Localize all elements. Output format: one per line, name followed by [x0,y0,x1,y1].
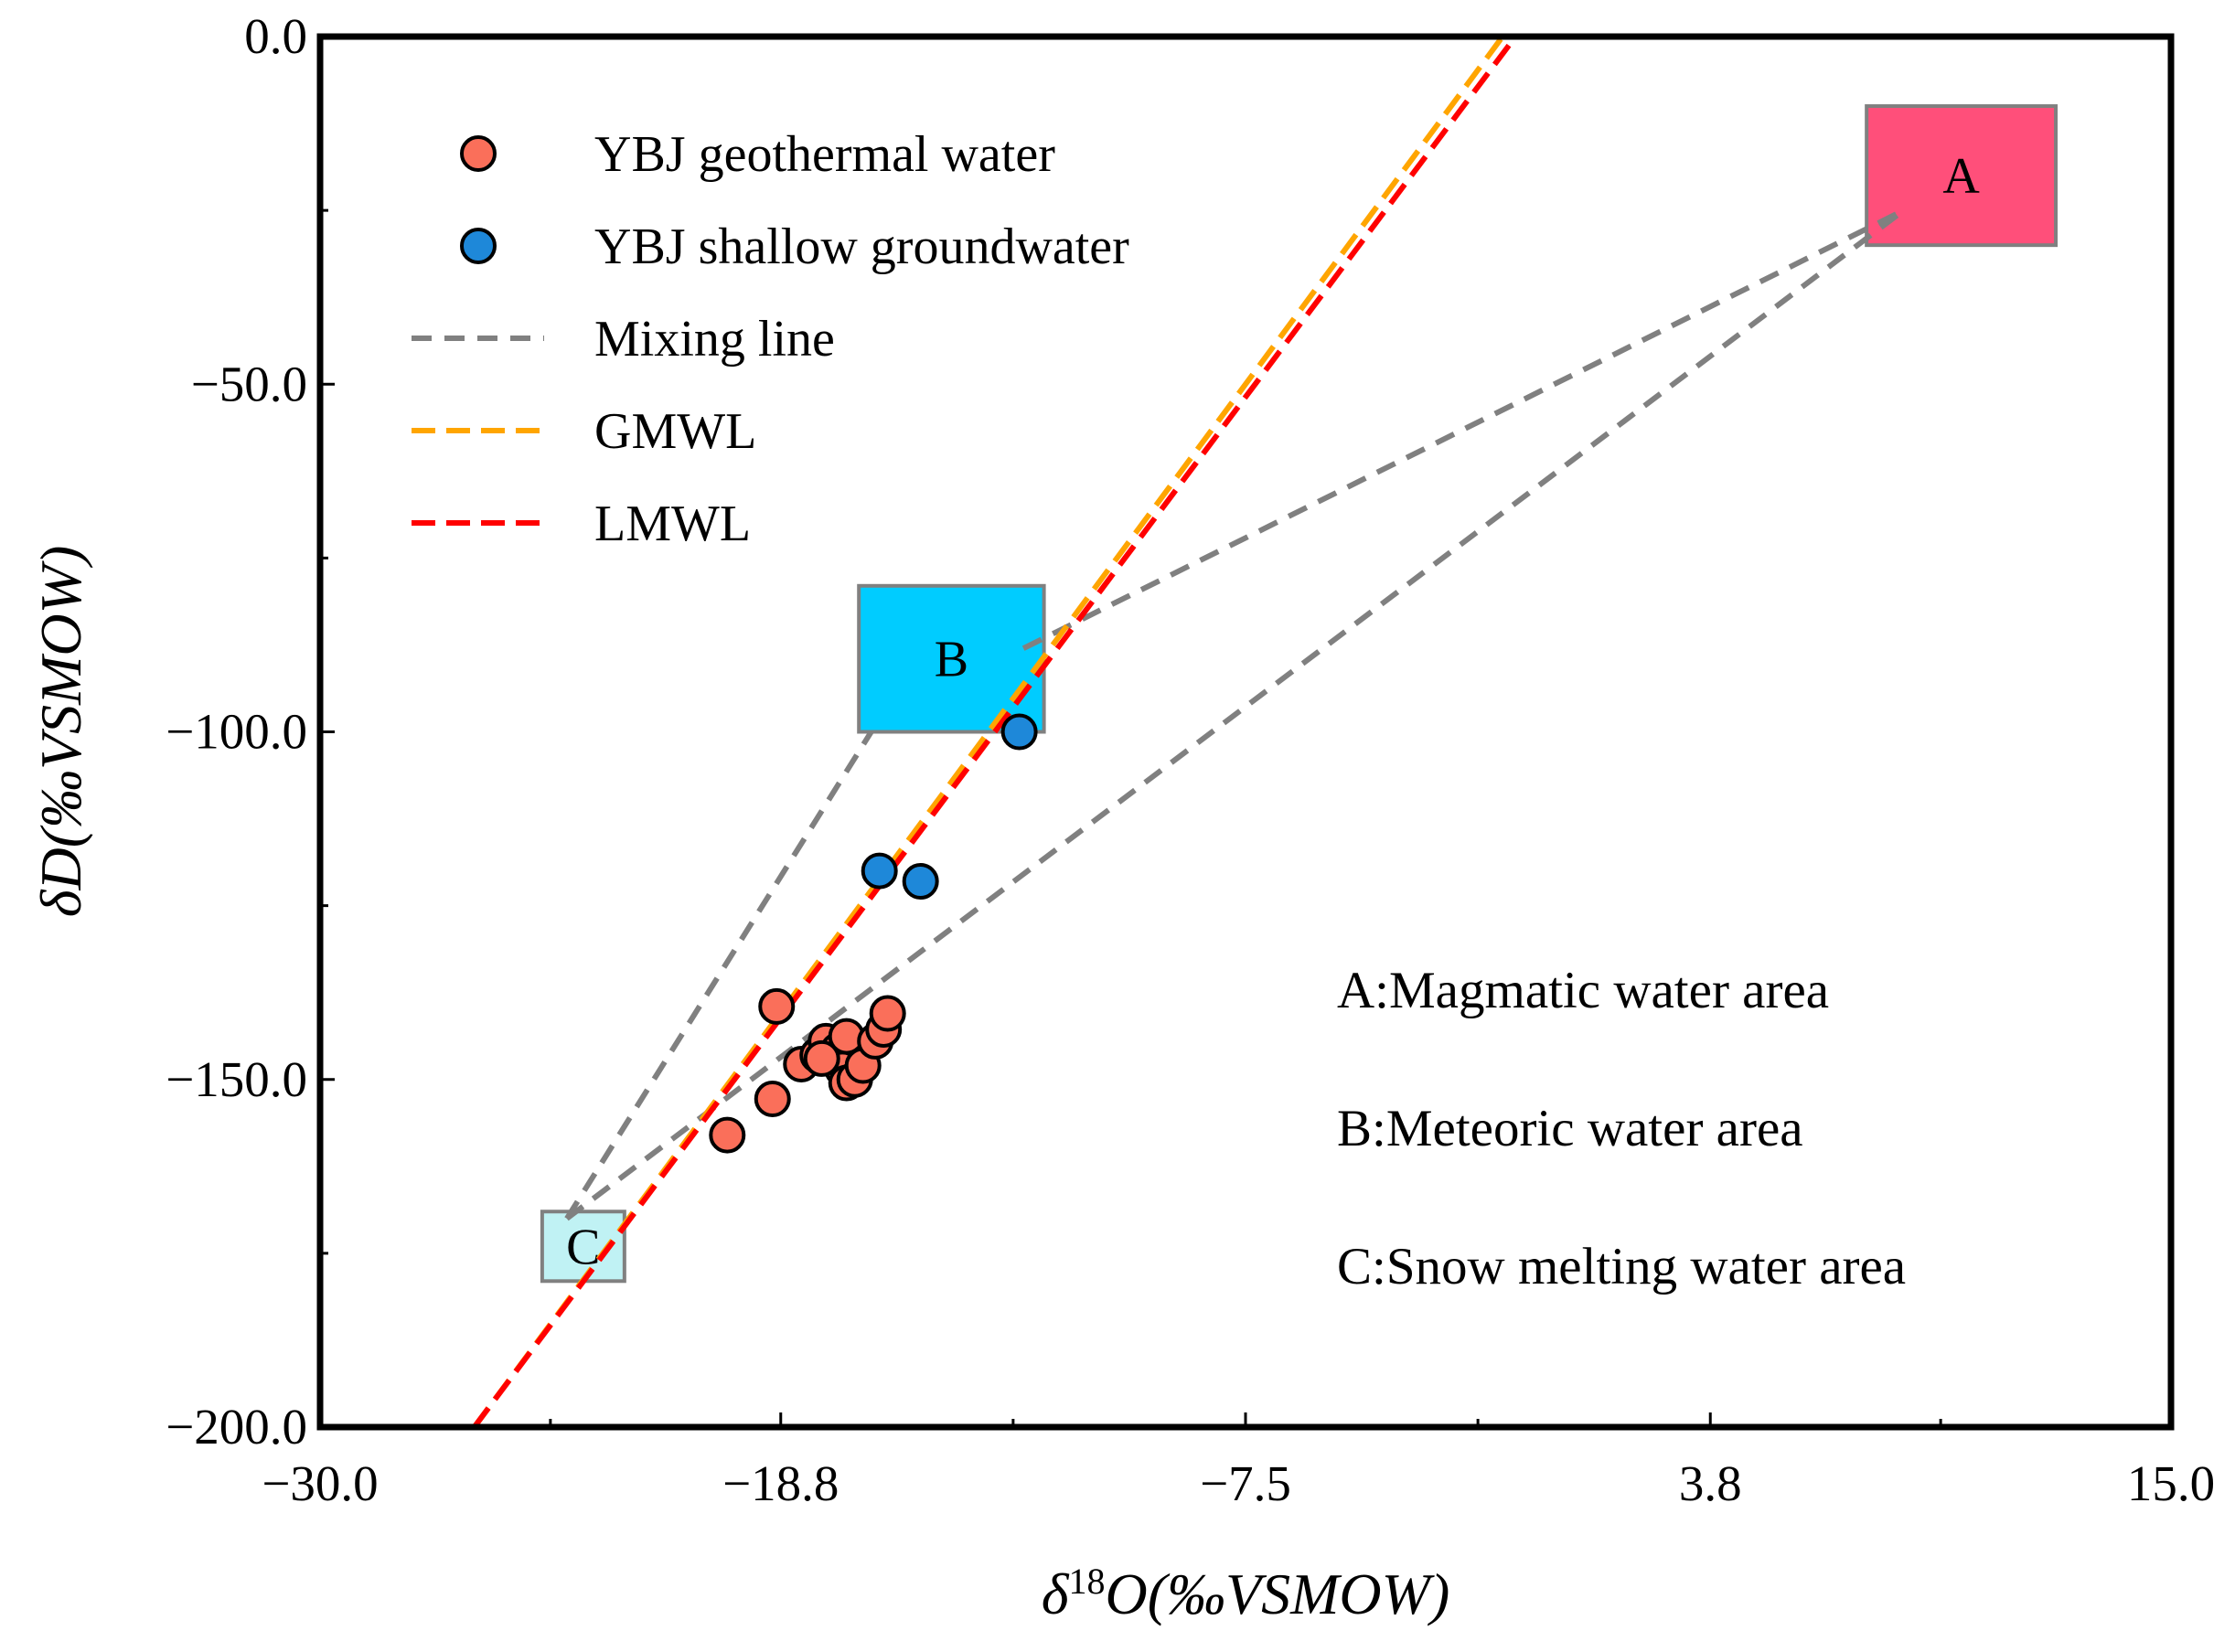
y-tick-label: 0.0 [244,8,307,64]
region-box-a [1865,104,2059,248]
geothermal-water-point [869,995,906,1032]
x-tick-label: 15.0 [2127,1455,2215,1511]
point-layer [709,713,1038,1154]
y-tick-label: −150.0 [166,1051,307,1107]
annotation-c: C:Snow melting water area [1337,1238,1906,1295]
shallow-groundwater-point [1000,713,1038,751]
x-tick-label: −30.0 [262,1455,378,1511]
shallow-groundwater-point [861,852,898,890]
annotation-b: B:Meteoric water area [1337,1100,1803,1157]
legend-label: LMWL [594,496,751,552]
mixing-line-1 [564,730,874,1220]
mixing-line-3 [1021,208,1905,651]
legend-marker [460,135,497,172]
geothermal-water-point [758,987,796,1025]
geothermal-water-point [803,1039,840,1077]
shallow-groundwater-point [902,863,939,901]
region-label-b: B [935,632,968,688]
x-tick-label: −7.5 [1200,1455,1291,1511]
legend-label: Mixing line [594,311,835,368]
x-tick-label: 3.8 [1679,1455,1742,1511]
legend-label: GMWL [594,403,756,460]
annotation-a: A:Magmatic water area [1337,962,1829,1019]
legend-label: YBJ shallow groundwater [594,218,1129,275]
legend-label: YBJ geothermal water [594,126,1055,183]
y-tick-label: −200.0 [166,1399,307,1455]
y-tick-label: −50.0 [191,356,307,411]
region-box-b [857,583,1046,734]
y-axis-title: δD(‰VSMOW) [28,546,93,918]
x-axis-title: δ18O(‰VSMOW) [1042,1561,1450,1627]
region-label-a: A [1942,148,1980,205]
region-layer: A B C [540,104,2059,1284]
legend: YBJ geothermal water YBJ shallow groundwa… [412,126,1129,552]
legend-marker [460,228,497,264]
tick-layer: −30.0 −18.8 −7.5 3.8 15.0 0.0 −50.0 −100.0 −150.… [166,8,2215,1511]
x-tick-label: −18.8 [722,1455,839,1511]
region-box-c [540,1210,626,1284]
line-layer [472,37,1906,1427]
geothermal-water-point [709,1116,746,1154]
region-label-c: C [566,1219,600,1275]
y-tick-label: −100.0 [166,704,307,760]
geothermal-water-point [754,1081,791,1118]
lmwl-line [472,37,1519,1427]
